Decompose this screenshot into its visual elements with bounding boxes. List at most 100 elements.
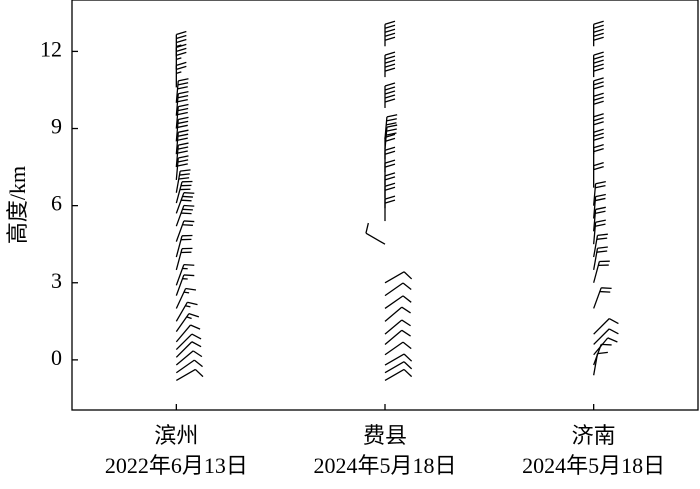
barb-feather <box>178 100 188 102</box>
barb-feather <box>601 288 611 289</box>
barb-feather <box>385 83 395 86</box>
barb-feather <box>385 60 395 63</box>
x-tick-sublabel: 2024年5月18日 <box>313 453 456 478</box>
barb-feather <box>178 164 188 166</box>
barb-feather <box>594 149 604 152</box>
barb-feather <box>594 137 604 140</box>
barb-feather <box>403 283 411 289</box>
barb-feather <box>403 296 411 302</box>
barb-feather <box>189 314 199 317</box>
barb-feather <box>184 193 194 194</box>
barb-feather <box>385 99 395 102</box>
barb-feather <box>178 125 188 127</box>
barb-feather <box>596 220 606 222</box>
barb-feather <box>594 129 604 132</box>
barb-feather <box>404 362 412 369</box>
barb-staff <box>385 342 403 355</box>
y-tick-label: 9 <box>51 114 62 139</box>
barb-feather <box>178 117 188 119</box>
barb-feather <box>176 52 186 55</box>
barb-feather <box>187 302 197 304</box>
barb-feather <box>193 351 202 357</box>
barb-staff <box>385 272 404 283</box>
barb-feather <box>594 133 604 136</box>
barb-feather <box>385 29 395 32</box>
barb-feather <box>385 200 395 203</box>
barb-feather <box>182 196 192 197</box>
barb-feather <box>186 289 196 291</box>
barb-feather <box>594 52 604 55</box>
barb-feather <box>178 87 188 89</box>
barb-feather <box>187 317 192 319</box>
barb-feather <box>176 66 186 69</box>
barb-feather <box>178 156 188 158</box>
barb-feather <box>594 21 604 24</box>
barb-feather <box>385 87 395 90</box>
barb-feather <box>184 265 194 266</box>
barb-feather <box>595 224 605 226</box>
barb-feather <box>594 86 604 89</box>
barb-feather <box>609 319 618 324</box>
barb-feather <box>596 207 606 209</box>
barb-feather <box>178 151 188 153</box>
barb-staff <box>385 296 403 309</box>
barb-feather <box>385 187 395 190</box>
barb-feather <box>601 344 611 345</box>
barb-feather <box>597 234 607 235</box>
barb-feather <box>387 119 397 121</box>
x-tick-label: 滨州 <box>154 423 198 448</box>
barb-feather <box>597 352 607 353</box>
barb-feather <box>594 25 604 28</box>
barb-feather <box>385 52 395 55</box>
barb-feather <box>385 151 395 154</box>
y-tick-label: 3 <box>51 268 62 293</box>
barb-feather <box>594 78 604 81</box>
barb-feather <box>176 72 181 74</box>
barb-feather <box>181 200 191 201</box>
barb-feather <box>600 292 610 293</box>
barb-feather <box>594 118 604 121</box>
barb-feather <box>594 33 604 36</box>
barb-feather <box>402 330 411 336</box>
x-tick-label: 费县 <box>363 423 407 448</box>
barb-feather <box>176 48 186 51</box>
barb-feather <box>184 275 194 276</box>
barb-feather <box>385 68 395 71</box>
barb-feather <box>609 329 618 334</box>
barb-feather <box>385 64 395 67</box>
barb-feather <box>594 167 604 170</box>
barb-feather <box>386 123 396 125</box>
barb-feather <box>595 186 605 188</box>
barb-staff <box>176 342 192 358</box>
barb-feather <box>594 122 604 125</box>
barb-feather <box>597 238 607 239</box>
barb-feather <box>178 83 188 85</box>
barb-feather <box>385 196 395 199</box>
barb-feather <box>178 138 188 140</box>
barb-feather <box>404 272 412 279</box>
barb-feather <box>182 225 192 226</box>
barb-feather <box>184 221 194 222</box>
barb-feather <box>385 91 395 94</box>
barb-feather <box>385 147 395 150</box>
y-tick-label: 0 <box>51 345 62 370</box>
x-tick-label: 济南 <box>572 423 616 448</box>
barb-staff <box>176 334 192 350</box>
barb-feather <box>387 129 397 131</box>
barb-feather <box>385 177 395 180</box>
barb-feather <box>596 182 606 184</box>
barb-feather <box>404 369 412 376</box>
barb-feather <box>179 174 189 175</box>
barb-feather <box>594 60 604 63</box>
barb-feather <box>385 25 395 28</box>
barb-staff <box>385 283 403 296</box>
barb-feather <box>594 93 604 96</box>
y-tick-label: 6 <box>51 191 62 216</box>
barb-feather <box>178 104 188 106</box>
barb-feather <box>179 178 189 179</box>
barb-feather <box>385 183 395 186</box>
barb-feather <box>597 251 607 252</box>
barb-feather <box>594 64 604 67</box>
x-tick-sublabel: 2022年6月13日 <box>105 453 248 478</box>
